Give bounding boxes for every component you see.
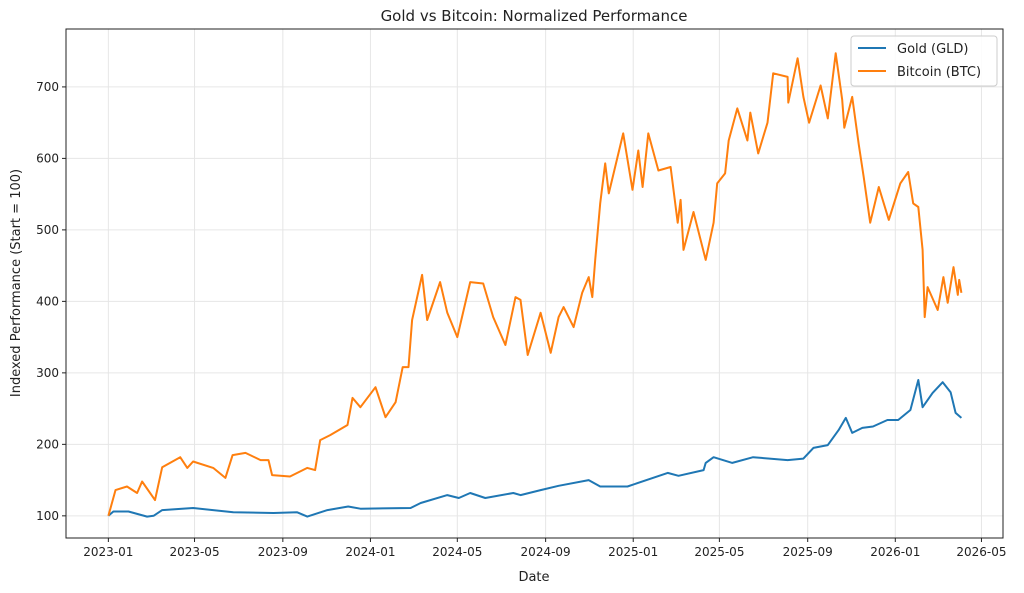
y-tick-label: 100 — [36, 509, 59, 523]
x-tick-label: 2025-01 — [608, 545, 658, 559]
series-line-bitcoin — [107, 52, 963, 517]
x-axis: 2023-01 2023-05 2023-09 2024-01 2024-05 2024-… — [83, 538, 1007, 559]
x-tick-label: 2024-09 — [521, 545, 571, 559]
x-tick-label: 2026-01 — [870, 545, 920, 559]
x-tick-label: 2023-05 — [169, 545, 219, 559]
y-axis: 100 200 300 400 500 600 700 — [36, 80, 66, 523]
legend: Gold (GLD) Bitcoin (BTC) — [850, 35, 998, 87]
series-lines — [107, 52, 963, 518]
x-tick-label: 2024-05 — [432, 545, 482, 559]
y-tick-label: 500 — [36, 223, 59, 237]
x-tick-label: 2026-05 — [956, 545, 1006, 559]
x-axis-label: Date — [518, 570, 549, 585]
y-tick-label: 400 — [36, 294, 59, 308]
legend-box — [850, 35, 998, 87]
grid — [66, 29, 1003, 538]
y-tick-label: 600 — [36, 151, 59, 165]
y-tick-label: 200 — [36, 437, 59, 451]
x-tick-label: 2024-01 — [345, 545, 395, 559]
x-tick-label: 2025-09 — [783, 545, 833, 559]
x-tick-label: 2025-05 — [694, 545, 744, 559]
legend-label-gold: Gold (GLD) — [897, 42, 969, 57]
y-tick-label: 700 — [36, 80, 59, 94]
x-tick-label: 2023-01 — [83, 545, 133, 559]
y-axis-label: Indexed Performance (Start = 100) — [9, 169, 24, 397]
legend-label-bitcoin: Bitcoin (BTC) — [897, 65, 981, 80]
y-tick-label: 300 — [36, 366, 59, 380]
chart-title: Gold vs Bitcoin: Normalized Performance — [381, 7, 688, 25]
plot-frame — [65, 28, 1004, 539]
series-line-gold — [107, 379, 963, 518]
x-tick-label: 2023-09 — [258, 545, 308, 559]
